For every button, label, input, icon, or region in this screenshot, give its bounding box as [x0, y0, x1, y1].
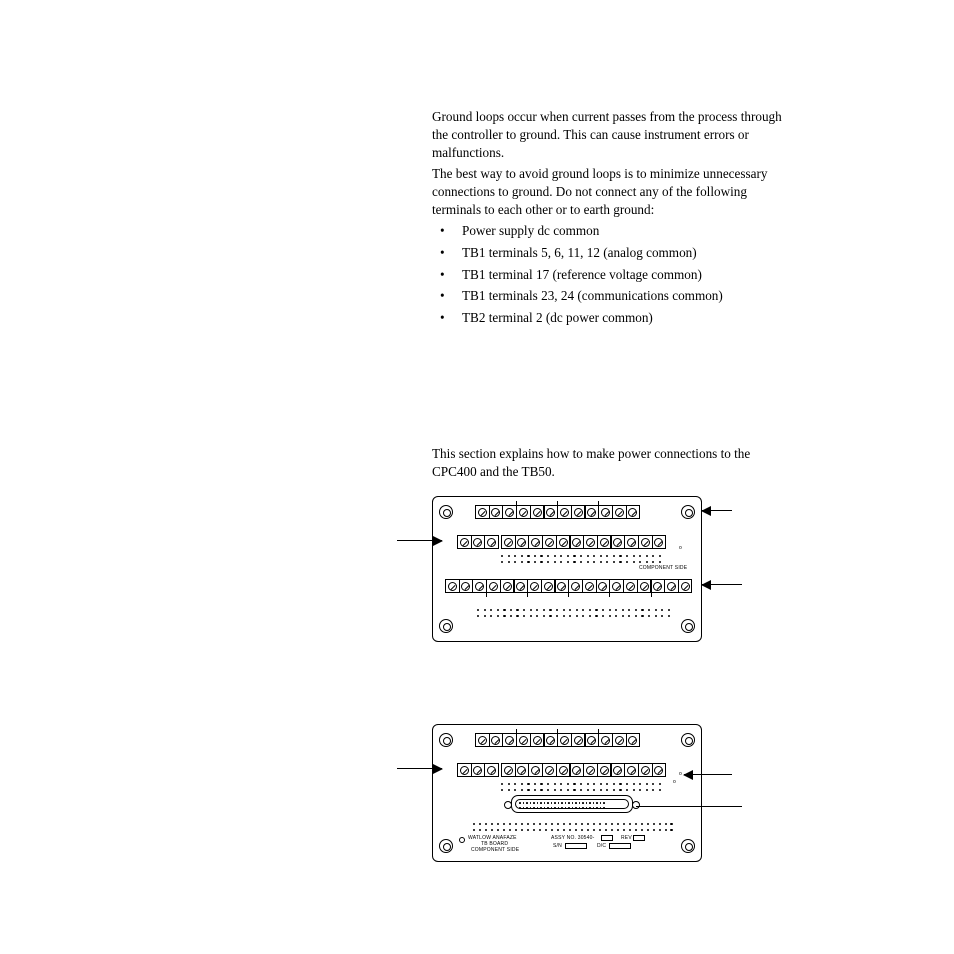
bullet-item: TB2 terminal 2 (dc power common) [432, 309, 792, 327]
mount-hole-icon [681, 839, 695, 853]
terminal-row [501, 535, 666, 549]
diagram-terminal-board: COMPONENT SIDE o [432, 496, 702, 642]
board-outline: COMPONENT SIDE o [432, 496, 702, 642]
board-label: D/C [597, 843, 606, 849]
hole-icon [459, 837, 465, 843]
bullet-item: TB1 terminal 17 (reference voltage commo… [432, 266, 792, 284]
terminal-row [475, 505, 640, 519]
pin-header-row [501, 555, 661, 557]
mount-hole-icon [681, 505, 695, 519]
pin-header-row [501, 783, 661, 785]
mount-hole-icon [439, 505, 453, 519]
callout-arrow [397, 540, 442, 541]
board-label: o [679, 771, 682, 777]
bullet-item: TB1 terminals 23, 24 (communications com… [432, 287, 792, 305]
callout-arrow [684, 774, 732, 775]
diagram-tb-board: WATLOW ANAFAZETB BOARDCOMPONENT SIDEASSY… [432, 724, 702, 862]
callout-arrow [397, 768, 442, 769]
board-label: REV [621, 835, 632, 841]
callout-line [636, 806, 742, 807]
mount-hole-icon [439, 733, 453, 747]
pin-header-row [501, 789, 661, 791]
mount-hole-icon [439, 619, 453, 633]
terminal-row [445, 579, 692, 593]
board-label: COMPONENT SIDE [471, 847, 519, 853]
terminal-row [475, 733, 640, 747]
callout-arrow [702, 510, 732, 511]
board-outline: WATLOW ANAFAZETB BOARDCOMPONENT SIDEASSY… [432, 724, 702, 862]
mount-hole-icon [681, 733, 695, 747]
board-label: o [679, 545, 682, 551]
bullet-item: Power supply dc common [432, 222, 792, 240]
page: Ground loops occur when current passes f… [0, 0, 954, 954]
mount-hole-icon [439, 839, 453, 853]
pin-header-row [473, 823, 673, 825]
pin-header-row [477, 615, 670, 617]
field-box [601, 835, 613, 841]
pin-header-row [501, 561, 661, 563]
field-box [609, 843, 631, 849]
paragraph-2: The best way to avoid ground loops is to… [432, 165, 784, 218]
pin-header-row [477, 609, 670, 611]
pin-header-row [473, 829, 673, 831]
callout-arrow [702, 584, 742, 585]
board-label: o [673, 779, 676, 785]
board-label: ASSY NO. 30540- [551, 835, 595, 841]
bullet-list: Power supply dc common TB1 terminals 5, … [432, 222, 792, 331]
terminal-row [501, 763, 666, 777]
paragraph-3: This section explains how to make power … [432, 445, 784, 481]
board-label: COMPONENT SIDE [639, 565, 687, 571]
scsi-connector-icon [511, 795, 633, 813]
board-label: S/N [553, 843, 562, 849]
terminal-row [457, 763, 499, 777]
field-box [565, 843, 587, 849]
bullet-item: TB1 terminals 5, 6, 11, 12 (analog commo… [432, 244, 792, 262]
field-box [633, 835, 645, 841]
mount-hole-icon [681, 619, 695, 633]
terminal-row [457, 535, 499, 549]
paragraph-1: Ground loops occur when current passes f… [432, 108, 784, 161]
